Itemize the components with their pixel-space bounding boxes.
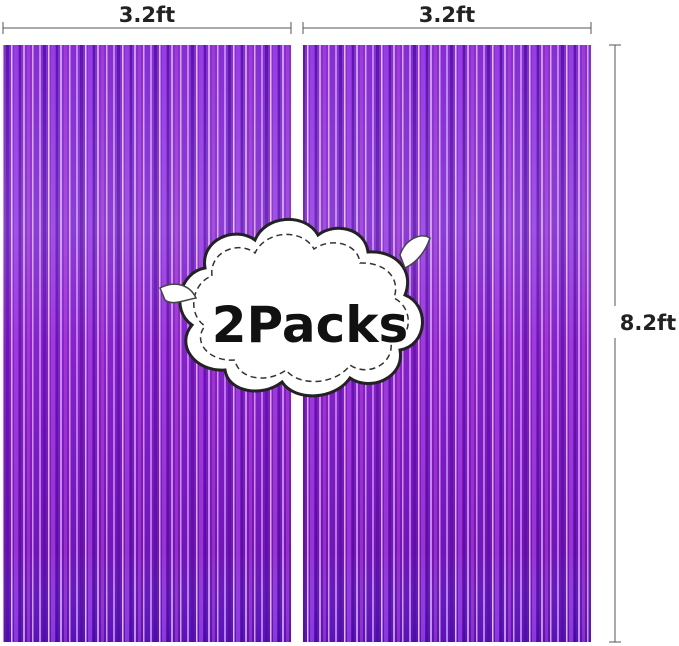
width-label: 3.2ft: [119, 3, 175, 27]
height-label: 8.2ft: [620, 311, 676, 335]
width-markers: [2, 22, 621, 643]
label-bg: [600, 306, 678, 338]
cloud-badge: 2Packs: [159, 218, 431, 398]
badge-text: 2Packs: [212, 296, 408, 354]
width-label: 3.2ft: [419, 3, 475, 27]
